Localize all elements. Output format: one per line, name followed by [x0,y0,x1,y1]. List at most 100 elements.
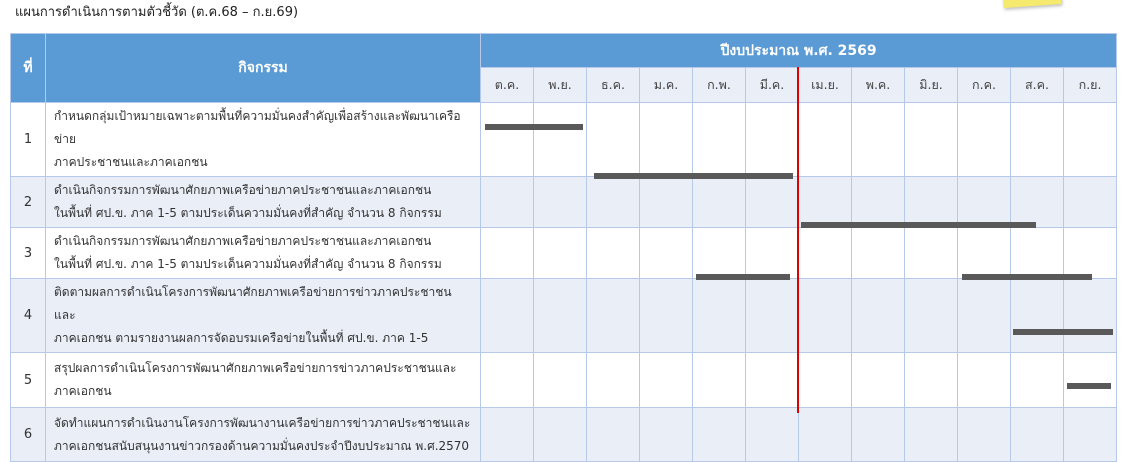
month-cell [798,352,852,408]
activity-line: จัดทำแผนการดำเนินงานโครงการพัฒนางานเครือ… [54,415,471,430]
month-cell [480,407,534,462]
month-cell [533,407,587,462]
month-cell [586,176,640,228]
month-cell [851,407,905,462]
month-cell [904,227,958,279]
activity-cell: สรุปผลการดำเนินโครงการพัฒนาศักยภาพเครือข… [45,352,481,408]
month-cell [904,102,958,177]
month-cell [639,176,693,228]
month-header: ส.ค. [1010,67,1064,103]
table-row: 1 กำหนดกลุ่มเป้าหมายเฉพาะตามพื้นที่ความมั… [10,102,1118,177]
month-cell [745,102,799,177]
activity-line: สรุปผลการดำเนินโครงการพัฒนาศักยภาพเครือข… [54,361,457,375]
month-cell [533,227,587,279]
month-cell [480,102,534,177]
month-cell [904,407,958,462]
month-cell [957,278,1011,353]
month-cell [639,102,693,177]
row-number: 4 [10,278,46,353]
month-cell [798,176,852,228]
activity-line: ในพื้นที่ ศป.ข. ภาค 1-5 ตามประเด็นความมั… [54,206,442,220]
month-cell [1010,352,1064,408]
month-cell [692,407,746,462]
month-cell [639,227,693,279]
activity-line: ภาคเอกชน [54,384,112,398]
month-cell [745,176,799,228]
month-cell [957,407,1011,462]
month-header: มิ.ย. [904,67,958,103]
month-cell [1062,176,1118,228]
month-cell [1062,102,1118,177]
month-cell [586,227,640,279]
month-cell [480,176,534,228]
month-cell [1010,102,1064,177]
month-cell [745,352,799,408]
month-cell [533,352,587,408]
month-cell [1062,227,1118,279]
activity-line: ภาคเอกชนสนับสนุนงานข่าวกรองด้านความมั่นค… [54,438,470,453]
table-row: 3 ดำเนินกิจกรรมการพัฒนาศักยภาพเครือข่ายภา… [10,227,1118,279]
month-cell [1010,407,1064,462]
month-header: พ.ค. [851,67,905,103]
month-cell [798,278,852,353]
month-cell [904,352,958,408]
month-cell [904,278,958,353]
row-number: 1 [10,102,46,177]
month-cell [1062,352,1118,408]
activity-line: ติดตามผลการดำเนินโครงการพัฒนาศักยภาพเครื… [54,285,452,322]
month-cell [745,407,799,462]
month-cell [798,227,852,279]
month-cell [639,278,693,353]
header-activity: กิจกรรม [45,33,481,103]
table-row: 4 ติดตามผลการดำเนินโครงการพัฒนาศักยภาพเคร… [10,278,1118,353]
month-cell [957,176,1011,228]
month-cell [1010,227,1064,279]
activity-cell: กำหนดกลุ่มเป้าหมายเฉพาะตามพื้นที่ความมั่… [45,102,481,177]
activity-cell: ติดตามผลการดำเนินโครงการพัฒนาศักยภาพเครื… [45,278,481,353]
header-year: ปีงบประมาณ พ.ศ. 2569 [479,33,1118,68]
month-header: ก.ย. [1062,67,1118,103]
month-header: เม.ย. [798,67,852,103]
month-cell [480,227,534,279]
month-cell [851,227,905,279]
row-number: 2 [10,176,46,228]
row-number: 3 [10,227,46,279]
month-cell [745,278,799,353]
month-cell [957,102,1011,177]
month-cell [586,278,640,353]
month-cell [533,278,587,353]
month-cell [533,176,587,228]
month-cell [692,102,746,177]
month-cell [1062,278,1118,353]
activity-cell: จัดทำแผนการดำเนินงานโครงการพัฒนางานเครือ… [45,407,481,462]
month-cell [639,352,693,408]
gantt-table: ที่ กิจกรรม ปีงบประมาณ พ.ศ. 2569 ต.ค. พ.ย… [10,33,1118,462]
month-header: ต.ค. [480,67,534,103]
month-cell [480,278,534,353]
month-cell [851,352,905,408]
month-cell [586,407,640,462]
month-cell [798,102,852,177]
row-number: 5 [10,352,46,408]
month-cell [692,227,746,279]
table-row: 2 ดำเนินกิจกรรมการพัฒนาศักยภาพเครือข่ายภา… [10,176,1118,228]
header-no: ที่ [10,33,46,103]
month-cell [904,176,958,228]
month-cell [692,352,746,408]
activity-cell: ดำเนินกิจกรรมการพัฒนาศักยภาพเครือข่ายภาค… [45,227,481,279]
month-cell [1010,278,1064,353]
activity-line: ในพื้นที่ ศป.ข. ภาค 1-5 ตามประเด็นความมั… [54,257,442,271]
month-cell [586,102,640,177]
month-cell [851,278,905,353]
month-cell [957,227,1011,279]
month-header: ก.พ. [692,67,746,103]
month-header: ก.ค. [957,67,1011,103]
month-cell [1010,176,1064,228]
table-row: 5 สรุปผลการดำเนินโครงการพัฒนาศักยภาพเครือ… [10,352,1118,408]
month-cell [851,176,905,228]
sticky-note [1002,0,1062,9]
activity-line: ดำเนินกิจกรรมการพัฒนาศักยภาพเครือข่ายภาค… [54,234,432,248]
month-cell [957,352,1011,408]
month-header: พ.ย. [533,67,587,103]
row-number: 6 [10,407,46,462]
